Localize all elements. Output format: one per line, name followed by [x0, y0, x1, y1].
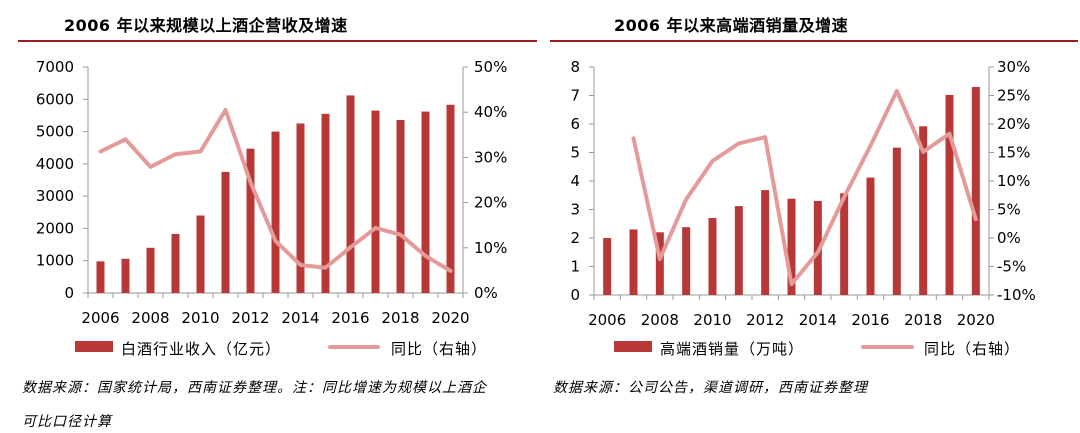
left-y-tick-label: 6000: [36, 90, 74, 108]
right-y-tick-label: 20%: [997, 115, 1030, 133]
legend-bar-swatch: [75, 341, 113, 352]
left-y-tick-label: 2: [570, 229, 580, 247]
bar: [708, 218, 717, 295]
left-y-tick-label: 0: [570, 286, 580, 304]
x-tick-label: 2010: [181, 309, 219, 327]
title-rule: [550, 40, 1078, 42]
bar: [196, 215, 205, 293]
right-y-tick-label: 0%: [474, 284, 498, 302]
bar: [271, 131, 280, 293]
left-y-tick-label: 1000: [36, 252, 74, 270]
bar: [919, 126, 928, 295]
premium-volume-chart: 0 1 2 3 4 5 6 7 8 -10% -5% 0% 5% 10% 15% 20% 25% 30% 2006 2…: [570, 58, 1036, 358]
x-tick-label: 2018: [904, 311, 942, 329]
legend-bar-label: 高端酒销量（万吨）: [660, 340, 804, 358]
bar: [945, 94, 954, 296]
left-y-tick-label: 6: [570, 115, 580, 133]
x-tick-label: 2012: [746, 311, 784, 329]
source-note-continued: 可比口径计算: [22, 414, 112, 430]
right-y-tick-label: 15%: [997, 144, 1030, 162]
right-y-tick-label: 50%: [474, 58, 507, 76]
bar: [296, 123, 305, 293]
left-y-tick-label: 7000: [36, 58, 74, 76]
chart-title: 2006 年以来规模以上酒企营收及增速: [64, 16, 348, 35]
right-y-tick-label: 5%: [997, 201, 1021, 219]
chart-title: 2006 年以来高端酒销量及增速: [614, 16, 849, 35]
x-tick-label: 2016: [331, 309, 369, 327]
right-y-tick-label: 0%: [997, 229, 1021, 247]
bar: [603, 238, 612, 295]
left-y-tick-label: 8: [570, 58, 580, 76]
bar: [246, 148, 255, 293]
bar: [96, 261, 105, 293]
bar: [121, 258, 130, 293]
yoy-growth-line: [98, 107, 453, 273]
left-y-tick-label: 5: [570, 144, 580, 162]
right-y-tick-label: 30%: [997, 58, 1030, 76]
x-tick-label: 2010: [693, 311, 731, 329]
left-y-tick-label: 3: [570, 201, 580, 219]
left-y-tick-label: 1: [570, 258, 580, 276]
x-tick-label: 2020: [957, 311, 995, 329]
legend-bar-label: 白酒行业收入（亿元）: [121, 340, 281, 358]
yoy-growth-line: [631, 88, 978, 287]
bar: [892, 147, 901, 295]
right-y-tick-label: 20%: [474, 194, 507, 212]
x-tick-label: 2016: [851, 311, 889, 329]
bar: [146, 247, 155, 293]
source-note: 数据来源：国家统计局，西南证券整理。注：同比增速为规模以上酒企: [22, 380, 487, 396]
bar: [421, 111, 430, 293]
x-tick-label: 2020: [431, 309, 469, 327]
x-tick-label: 2018: [381, 309, 419, 327]
title-rule: [18, 40, 537, 42]
bar: [371, 110, 380, 293]
x-tick-label: 2008: [131, 309, 169, 327]
left-y-tick-label: 0: [64, 284, 74, 302]
x-tick-label: 2006: [81, 309, 119, 327]
bar: [396, 119, 405, 293]
bar: [346, 95, 355, 293]
bar: [971, 86, 980, 295]
source-note: 数据来源：公司公告，渠道调研，西南证券整理: [553, 380, 868, 396]
left-panel: 2006 年以来规模以上酒企营收及增速 0 1000 2000 3000 4000 500…: [18, 16, 537, 430]
bar: [787, 198, 796, 295]
legend-line-label: 同比（右轴）: [924, 340, 1020, 358]
left-y-tick-label: 7: [570, 87, 580, 105]
right-y-tick-label: 25%: [997, 87, 1030, 105]
right-y-tick-label: 10%: [474, 239, 507, 257]
bar: [840, 193, 849, 295]
right-y-tick-label: 30%: [474, 148, 507, 166]
right-y-tick-label: 40%: [474, 103, 507, 121]
bar: [446, 104, 455, 293]
right-panel: 2006 年以来高端酒销量及增速 0 1 2 3 4 5 6 7 8 -10% -5% 0% 5% 10%…: [548, 0, 1080, 433]
right-y-tick-label: 10%: [997, 172, 1030, 190]
legend-line-label: 同比（右轴）: [391, 340, 487, 358]
x-tick-label: 2006: [588, 311, 626, 329]
left-y-tick-label: 4000: [36, 155, 74, 173]
bar: [761, 190, 770, 295]
right-y-tick-label: -10%: [997, 286, 1036, 304]
bar: [321, 113, 330, 293]
x-tick-label: 2008: [641, 311, 679, 329]
legend-bar-swatch: [614, 341, 652, 352]
left-y-tick-label: 5000: [36, 123, 74, 141]
left-y-tick-label: 3000: [36, 187, 74, 205]
bar: [655, 232, 664, 295]
bar: [734, 206, 743, 295]
left-y-tick-label: 4: [570, 172, 580, 190]
bar: [221, 171, 230, 293]
right-y-tick-label: -5%: [997, 258, 1026, 276]
x-tick-label: 2012: [231, 309, 269, 327]
left-y-tick-label: 2000: [36, 219, 74, 237]
revenue-chart: 0 1000 2000 3000 4000 5000 6000 7000 0% 10% 20% 30%…: [36, 58, 508, 358]
bar: [682, 227, 691, 295]
x-tick-label: 2014: [281, 309, 319, 327]
bar: [866, 177, 875, 295]
bar: [629, 229, 638, 295]
bar: [171, 233, 180, 293]
x-tick-label: 2014: [799, 311, 837, 329]
